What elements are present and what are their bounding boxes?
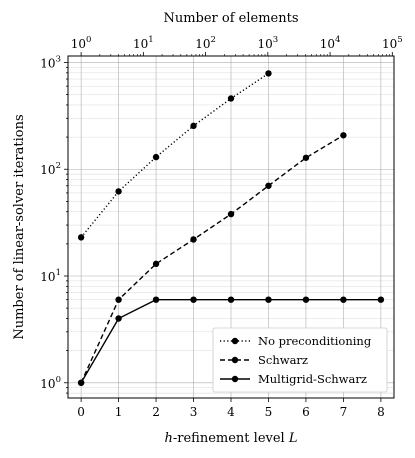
legend-marker-3 [231,375,239,383]
data-point-series-2 [115,296,122,303]
series-line-2 [80,134,344,384]
y-tick-label-exp: 0 [56,375,61,385]
data-point-series-1 [227,95,235,102]
plot-frame [67,55,395,399]
x-tick-label: 1 [115,405,123,419]
top-tick-label-exp: 0 [86,35,91,45]
top-tick-label-base: 10 [257,37,272,51]
legend-label-3: Multigrid-Schwarz [258,372,367,386]
legend-items: No preconditioning Schwarz Multigrid-Schwa… [220,334,372,386]
legend-label-2: Schwarz [258,353,308,367]
top-tick-label-base: 10 [382,37,397,51]
x-tick-label: 4 [227,405,235,419]
x-axis-label-mid: -refinement level [173,431,289,446]
top-tick-label-base: 10 [71,37,86,51]
x-tick-label: 7 [340,405,348,419]
top-tick-label: 104 [320,35,341,51]
data-point-series-3 [377,296,385,303]
y-tick-label: 100 [40,375,61,391]
legend-marker-1 [231,337,239,345]
data-point-series-2 [265,182,272,189]
data-point-series-3 [152,296,160,303]
x-tick-label: 0 [77,405,85,419]
y-tick-label: 102 [40,161,61,177]
x-tick-label: 3 [190,405,198,419]
data-point-series-2 [227,210,235,218]
top-tick-label-exp: 4 [335,35,340,45]
data-point-series-3 [340,296,347,303]
data-point-series-3 [77,379,85,386]
data-point-series-1 [190,122,197,130]
y-tick-label-exp: 1 [56,268,61,278]
y-tick-label-base: 10 [40,377,55,391]
y-tick-label-base: 10 [40,270,55,284]
data-point-series-3 [227,296,235,303]
y-axis-label: Number of linear-solver iterations [12,114,27,339]
data-point-series-3 [265,296,272,303]
data-point-series-1 [265,70,272,77]
top-axis-label: Number of elements [163,11,298,26]
series-line-1 [80,72,269,238]
data-point-series-1 [77,234,85,241]
data-point-series-1 [115,188,122,195]
y-tick-label-base: 10 [40,163,55,177]
y-tick-label: 103 [40,54,61,70]
top-tick-label-base: 10 [320,37,335,51]
y-tick-label-base: 10 [40,56,55,70]
legend-label-1: No preconditioning [258,334,372,348]
x-axis-label-h: h [165,431,173,446]
top-tick-label-exp: 1 [148,35,153,45]
y-tick-label-exp: 2 [56,161,61,171]
legend-box [212,327,388,393]
top-tick-label: 105 [382,35,403,51]
y-tick-label: 101 [40,268,61,284]
x-axis-label: h-refinement level L [165,431,298,446]
x-axis-label-l: L [288,431,298,446]
x-tick-label: 5 [265,405,273,419]
data-point-series-3 [115,315,122,322]
top-tick-label: 101 [133,35,154,51]
x-tick-label: 8 [377,405,385,419]
data-point-series-2 [152,260,160,268]
x-tick-label: 6 [302,405,310,419]
top-tick-label-base: 10 [195,37,210,51]
data-point-series-1 [152,153,160,161]
top-tick-label-base: 10 [133,37,148,51]
legend: No preconditioning Schwarz Multigrid-Schwa… [212,327,388,393]
data-point-series-2 [190,236,197,243]
data-point-series-2 [340,132,347,139]
top-tick-label: 102 [195,35,216,51]
data-point-series-2 [302,154,310,161]
top-tick-label: 103 [257,35,278,51]
data-point-series-3 [190,296,197,303]
top-tick-label: 100 [71,35,92,51]
legend-marker-2 [231,356,239,364]
x-tick-label: 2 [152,405,160,419]
data-point-series-3 [302,296,310,303]
top-tick-label-exp: 3 [273,35,278,45]
series-layer [77,70,385,386]
top-tick-label-exp: 5 [397,35,402,45]
top-tick-label-exp: 2 [211,35,216,45]
y-tick-label-exp: 3 [56,54,61,64]
